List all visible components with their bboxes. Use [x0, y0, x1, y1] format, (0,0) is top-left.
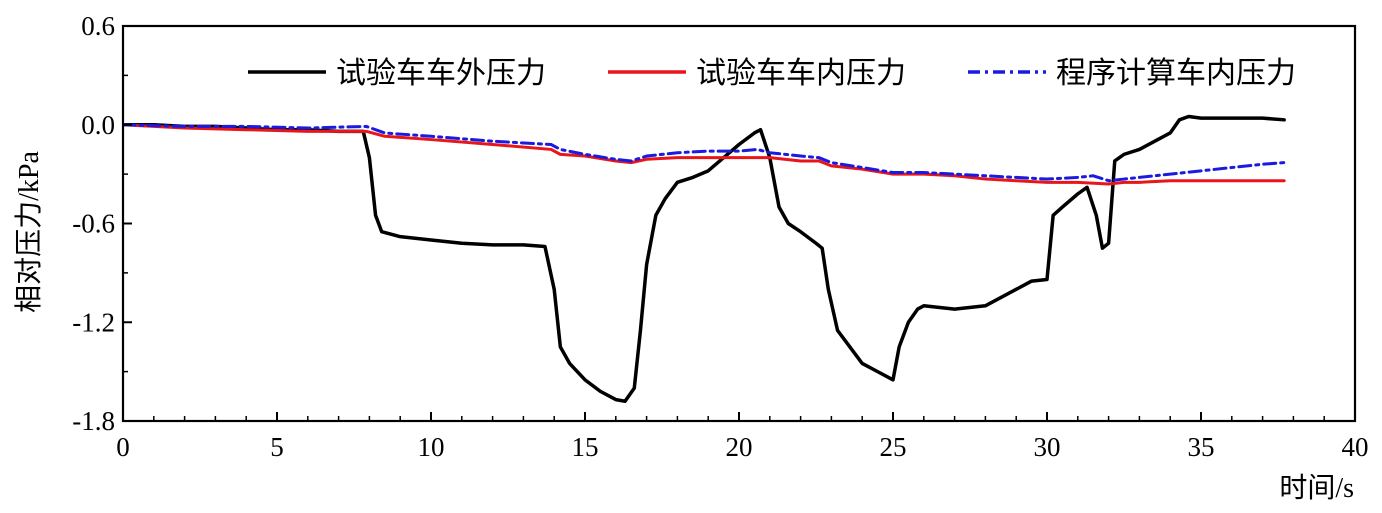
series-line-2 — [123, 123, 1286, 186]
legend-label-2: 试验车车内压力 — [696, 57, 906, 90]
x-tick-label: 20 — [726, 432, 753, 462]
legend: 试验车车外压力 试验车车内压力 程序计算车内压力 — [248, 57, 1296, 90]
x-tick-label: 35 — [1188, 432, 1215, 462]
y-tick-label: 0.0 — [81, 110, 115, 140]
legend-label-3: 程序计算车内压力 — [1056, 57, 1296, 90]
x-tick-label: 5 — [270, 432, 284, 462]
plot-area — [123, 114, 1286, 403]
x-tick-label: 0 — [116, 432, 130, 462]
x-tick-label: 25 — [880, 432, 907, 462]
series-line-3 — [123, 123, 1286, 183]
x-tick-label: 15 — [572, 432, 599, 462]
legend-label-1: 试验车车外压力 — [336, 57, 546, 90]
y-axis-label: 相对压力/kPa — [13, 151, 45, 313]
x-tick-label: 10 — [418, 432, 445, 462]
series-group — [123, 114, 1286, 403]
axes: 0 5 10 15 20 25 30 35 40 0.6 0.0 -0.6 -1.2 -1.8 — [72, 11, 1368, 462]
y-tick-label: -0.6 — [72, 209, 115, 239]
y-tick-label: -1.2 — [72, 307, 115, 337]
x-axis-label: 时间/s — [1279, 472, 1354, 504]
series-line-1 — [123, 114, 1286, 403]
x-tick-label: 40 — [1342, 432, 1369, 462]
x-tick-label: 30 — [1034, 432, 1061, 462]
y-tick-label: 0.6 — [81, 11, 115, 41]
y-tick-label: -1.8 — [72, 406, 115, 436]
